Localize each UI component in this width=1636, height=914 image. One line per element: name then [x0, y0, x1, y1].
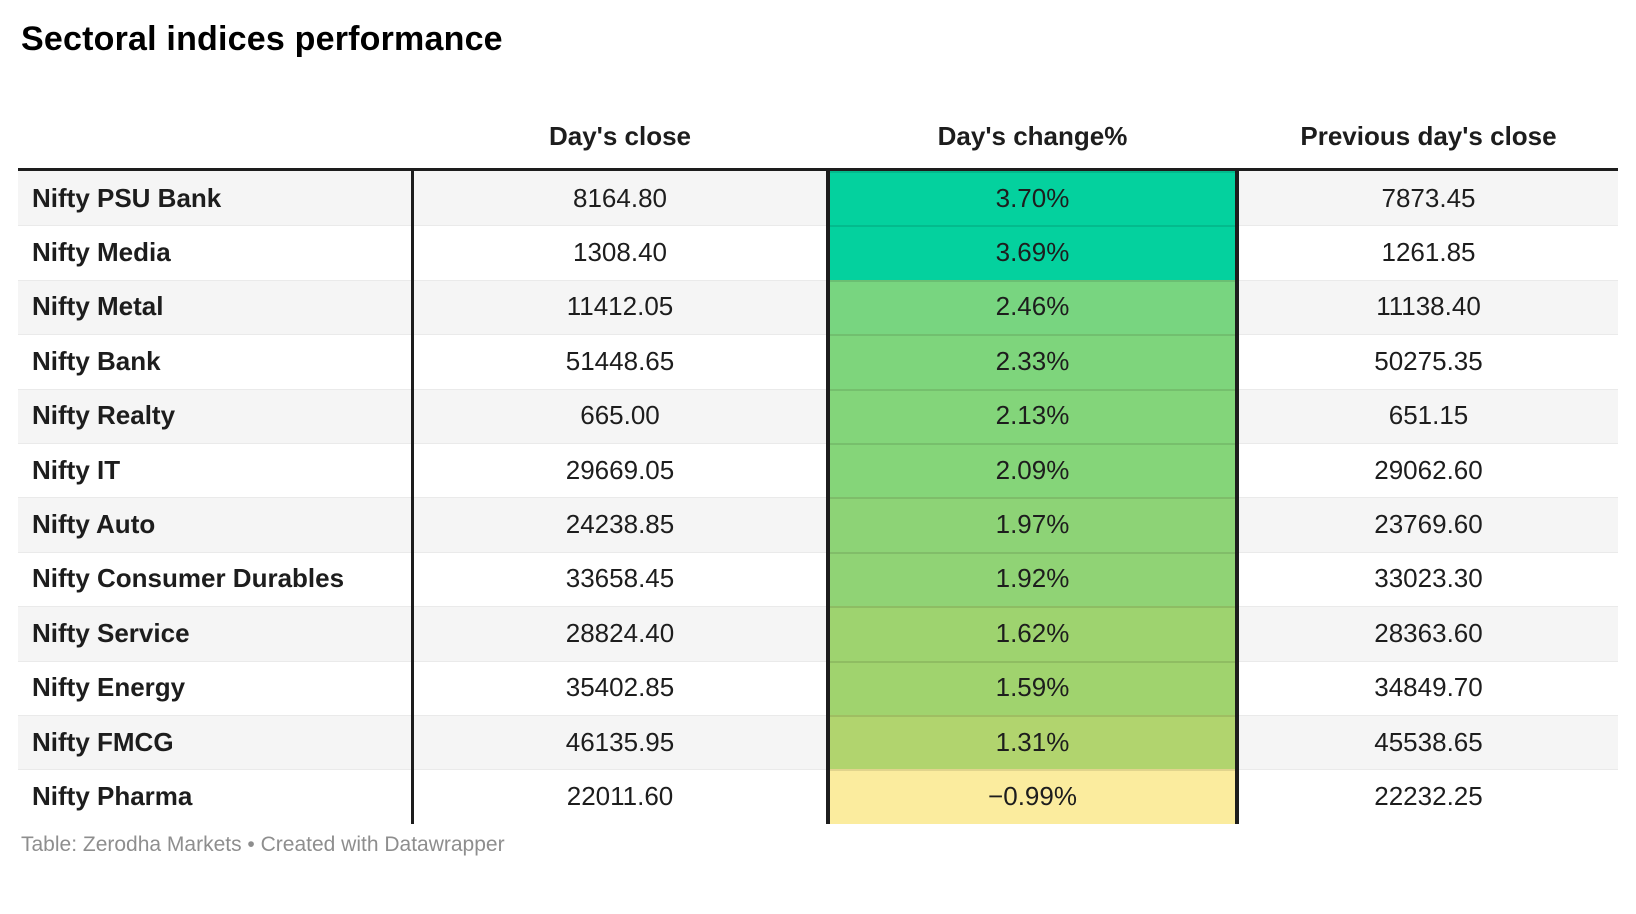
previous-close-value: 1261.85 [1239, 225, 1618, 279]
days-close-value: 28824.40 [414, 606, 826, 661]
previous-close-value: 50275.35 [1239, 334, 1618, 388]
table-row: Nifty Auto 24238.85 1.97% 23769.60 [18, 497, 1618, 552]
days-close-value: 35402.85 [414, 661, 826, 715]
table-row: Nifty Consumer Durables 33658.45 1.92% 3… [18, 551, 1618, 607]
header-previous-close: Previous day's close [1300, 121, 1557, 151]
table-row: Nifty Bank 51448.65 2.33% 50275.35 [18, 334, 1618, 389]
table-row: Nifty PSU Bank 8164.80 3.70% 7873.45 [18, 171, 1618, 226]
sectoral-indices-table: Day's close Day's change% Previous day's… [18, 62, 1618, 824]
previous-close-value: 28363.60 [1239, 606, 1618, 661]
table-row: Nifty Media 1308.40 3.69% 1261.85 [18, 225, 1618, 280]
row-label: Nifty Realty [18, 388, 414, 443]
days-change-value: 2.09% [826, 442, 1239, 498]
table-row: Nifty IT 29669.05 2.09% 29062.60 [18, 442, 1618, 498]
page-title: Sectoral indices performance [21, 20, 503, 58]
row-label: Nifty Bank [18, 334, 414, 389]
table-header-row: Day's close Day's change% Previous day's… [18, 62, 1618, 171]
days-change-value: 1.31% [826, 714, 1239, 770]
row-label: Nifty PSU Bank [18, 171, 414, 226]
days-change-value: 1.59% [826, 660, 1239, 715]
row-label: Nifty FMCG [18, 714, 414, 770]
row-label: Nifty Service [18, 606, 414, 661]
days-change-value: 1.62% [826, 606, 1239, 661]
days-change-value: 2.33% [826, 334, 1239, 389]
days-close-value: 51448.65 [414, 334, 826, 388]
days-close-value: 29669.05 [414, 443, 826, 497]
previous-close-value: 34849.70 [1239, 661, 1618, 715]
days-change-value: 2.46% [826, 279, 1239, 335]
table-row: Nifty Pharma 22011.60 −0.99% 22232.25 [18, 769, 1618, 824]
table-row: Nifty Realty 665.00 2.13% 651.15 [18, 388, 1618, 443]
row-label: Nifty IT [18, 442, 414, 498]
previous-close-value: 23769.60 [1239, 497, 1618, 552]
days-change-value: 1.92% [826, 551, 1239, 607]
days-close-value: 24238.85 [414, 497, 826, 552]
attribution-footer: Table: Zerodha Markets • Created with Da… [21, 833, 505, 856]
row-label: Nifty Energy [18, 660, 414, 715]
table-row: Nifty Metal 11412.05 2.46% 11138.40 [18, 279, 1618, 335]
previous-close-value: 11138.40 [1239, 279, 1618, 335]
days-change-value: 3.69% [826, 225, 1239, 280]
previous-close-value: 651.15 [1239, 388, 1618, 443]
days-close-value: 11412.05 [414, 279, 826, 335]
previous-close-value: 22232.25 [1239, 769, 1618, 823]
previous-close-value: 7873.45 [1239, 171, 1618, 226]
table-row: Nifty Service 28824.40 1.62% 28363.60 [18, 606, 1618, 661]
row-label: Nifty Pharma [18, 769, 414, 824]
previous-close-value: 33023.30 [1239, 552, 1618, 606]
days-close-value: 1308.40 [414, 225, 826, 279]
days-close-value: 8164.80 [414, 171, 826, 226]
days-change-value: 3.70% [826, 171, 1239, 226]
row-label: Nifty Media [18, 225, 414, 280]
days-change-value: 1.97% [826, 497, 1239, 552]
row-label: Nifty Consumer Durables [18, 551, 414, 607]
days-close-value: 22011.60 [414, 769, 826, 823]
table-row: Nifty Energy 35402.85 1.59% 34849.70 [18, 660, 1618, 715]
days-close-value: 46135.95 [414, 714, 826, 770]
header-index-name [18, 152, 414, 168]
table-row: Nifty FMCG 46135.95 1.31% 45538.65 [18, 714, 1618, 770]
row-label: Nifty Auto [18, 497, 414, 552]
days-change-value: 2.13% [826, 388, 1239, 443]
previous-close-value: 29062.60 [1239, 443, 1618, 497]
header-days-close: Day's close [548, 121, 692, 151]
previous-close-value: 45538.65 [1239, 714, 1618, 770]
row-label: Nifty Metal [18, 279, 414, 335]
header-days-change: Day's change% [937, 121, 1128, 151]
days-close-value: 33658.45 [414, 552, 826, 606]
days-close-value: 665.00 [414, 388, 826, 443]
days-change-value: −0.99% [826, 769, 1239, 824]
